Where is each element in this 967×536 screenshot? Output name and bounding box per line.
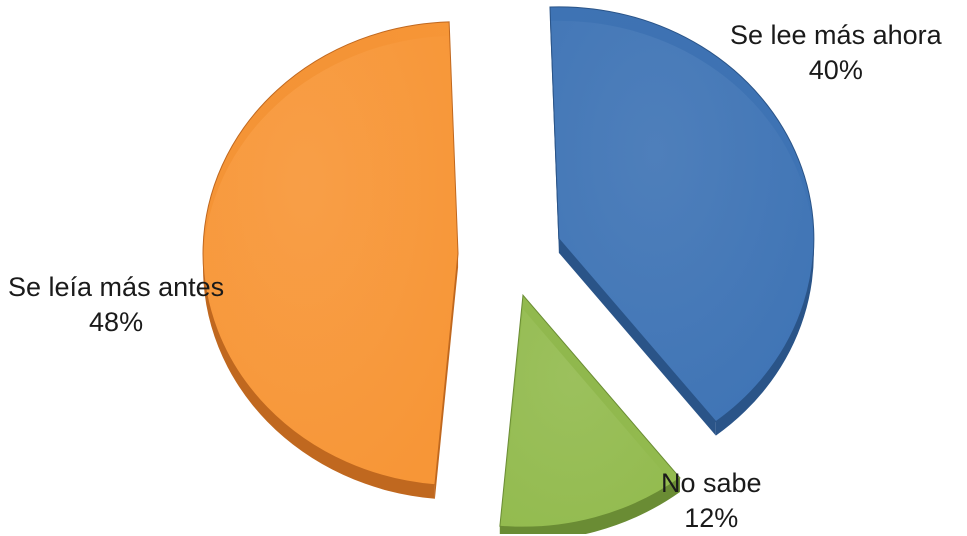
pie-slice-se-lee-mas-ahora <box>549 6 815 436</box>
pie-slice-top <box>549 6 815 423</box>
pie-slice-se-leia-mas-antes <box>202 21 459 499</box>
pie-slice-no-sabe <box>499 293 681 534</box>
pie-slice-edge <box>499 477 680 534</box>
pie-slice-top <box>202 21 459 486</box>
slice-percent-label: 40% <box>808 55 863 85</box>
pie-slice-top <box>499 293 681 528</box>
slice-label-se-leia-mas-antes: Se leía más antes 48% <box>8 270 224 340</box>
slice-category-label: Se leía más antes <box>8 272 225 302</box>
slice-category-label: No sabe <box>661 468 762 498</box>
slice-category-label: Se lee más ahora <box>730 20 942 50</box>
slice-label-se-lee-mas-ahora: Se lee más ahora 40% <box>730 18 942 88</box>
slice-percent-label: 12% <box>684 503 739 533</box>
pie-slice-cut-face <box>558 238 716 436</box>
slice-percent-label: 48% <box>89 307 144 337</box>
slice-label-no-sabe: No sabe 12% <box>661 466 762 536</box>
